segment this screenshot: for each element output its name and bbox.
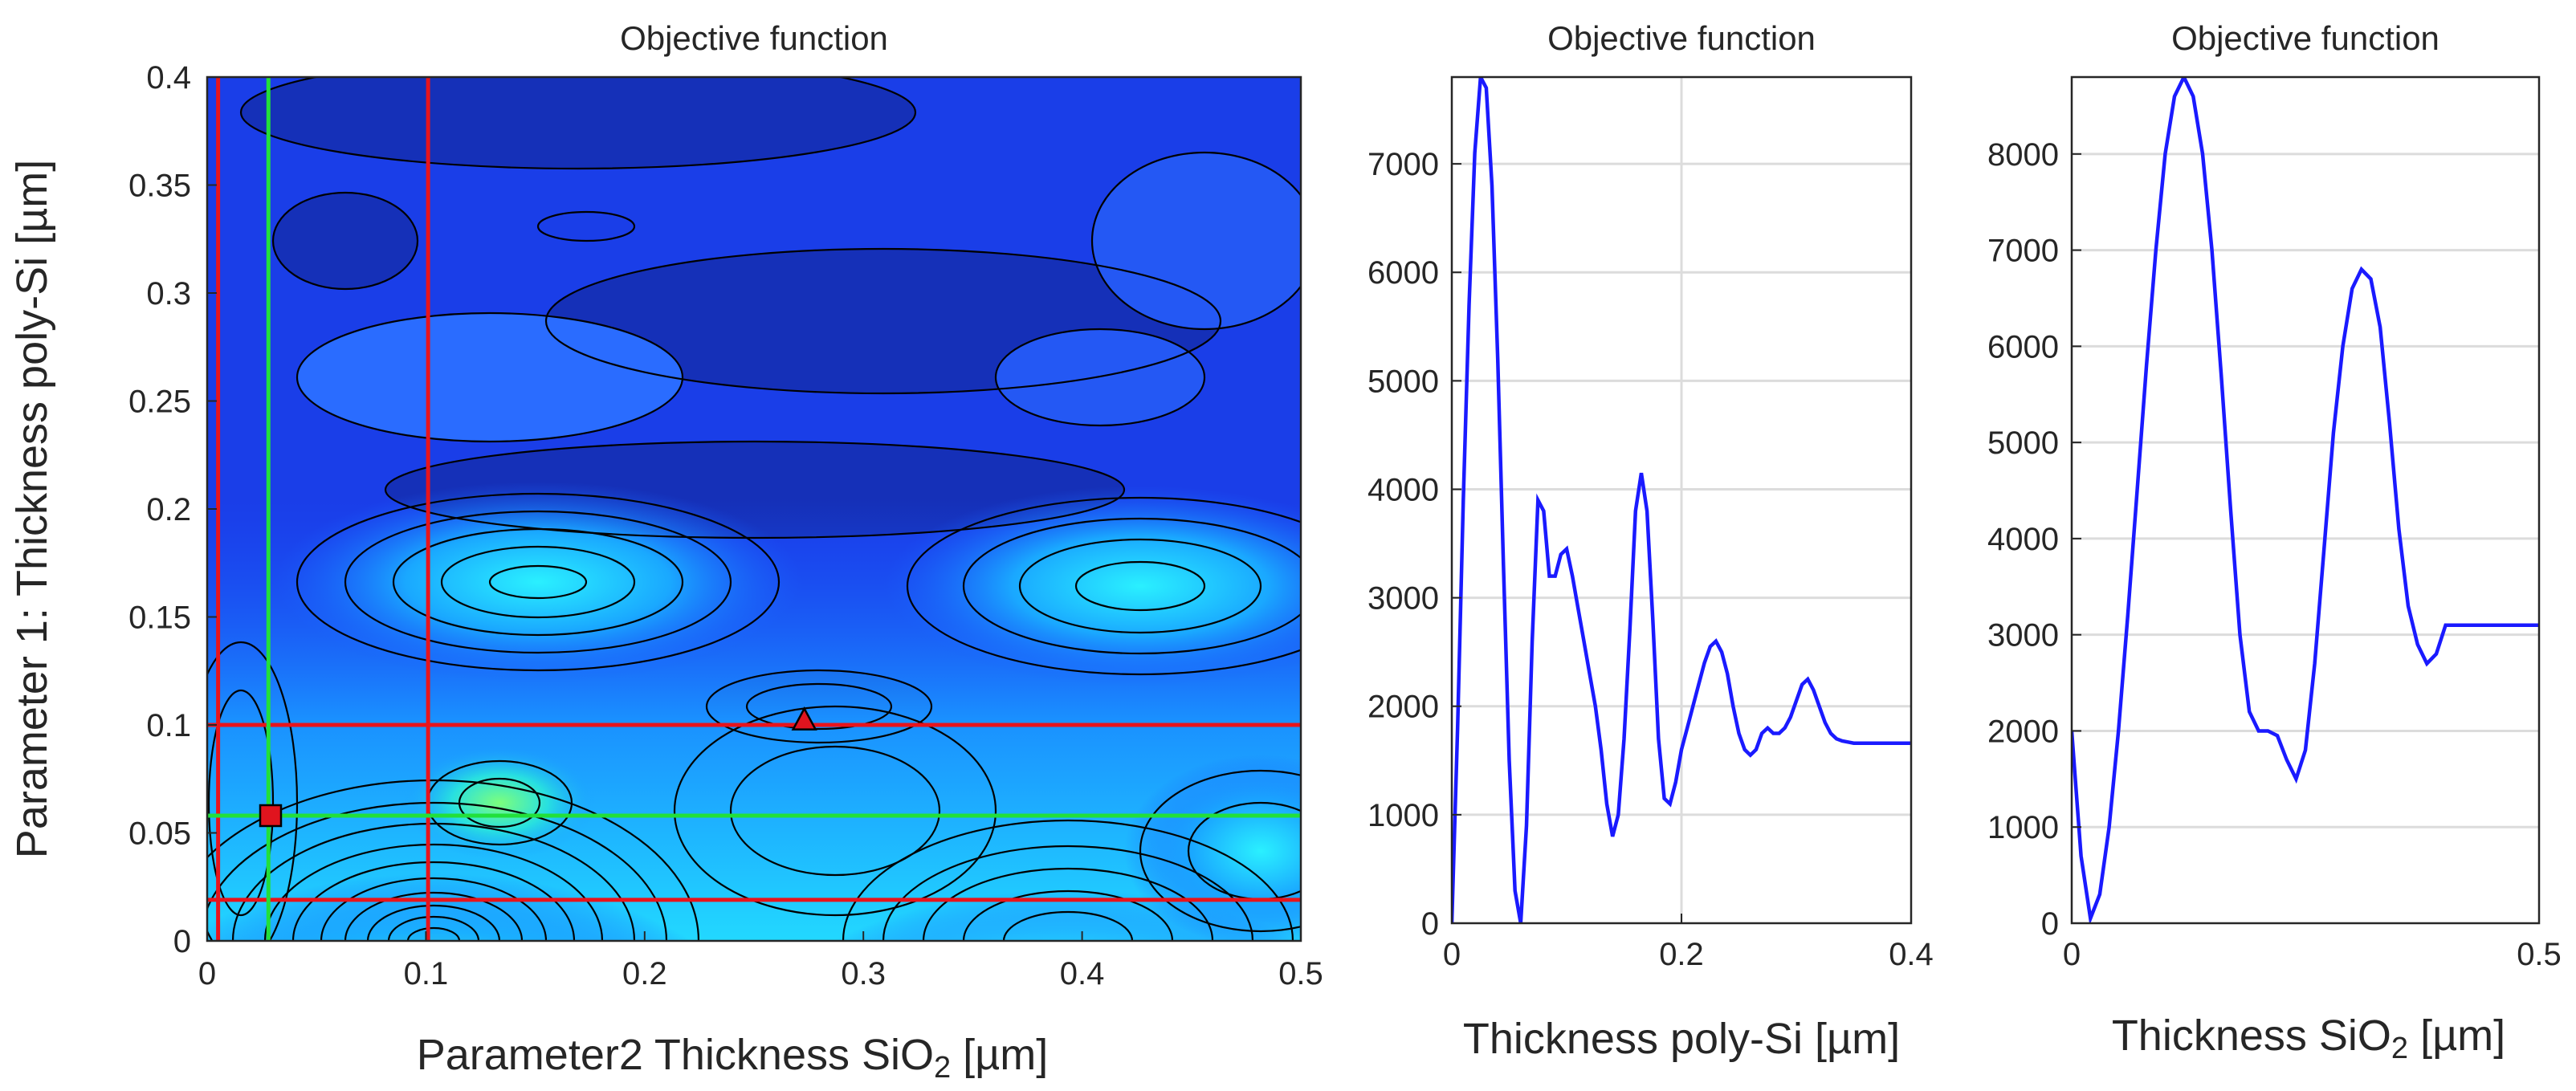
sio2-grid	[2072, 153, 2539, 828]
polysi-x-axis-label: Thickness poly-Si [µm]	[1463, 1015, 1900, 1063]
contour-y-tick-label: 0.2	[146, 492, 191, 527]
polysi-x-tick-label: 0.2	[1659, 937, 1704, 972]
contour-x-ticks: 0 0.1 0.2 0.3 0.4 0.5	[198, 931, 1323, 991]
polysi-y-ticks: 0 1000 2000 3000 4000 5000 6000 7000	[1367, 147, 1461, 942]
polysi-grid	[1452, 77, 1911, 923]
sio2-y-tick-label: 6000	[1987, 329, 2059, 364]
polysi-y-tick-label: 6000	[1367, 255, 1439, 291]
contour-title: Objective function	[620, 19, 888, 57]
polysi-y-tick-label: 4000	[1367, 472, 1439, 507]
contour-x-tick-label: 0.4	[1060, 956, 1105, 991]
contour-y-ticks: 0 0.05 0.1 0.15 0.2 0.25 0.3 0.35 0.4	[128, 60, 217, 959]
contour-region	[273, 482, 803, 682]
crosshairs	[207, 77, 1301, 941]
contour-y-axis-label: Parameter 1: Thickness poly-Si [µm]	[8, 160, 56, 858]
sio2-y-tick-label: 1000	[1987, 810, 2059, 845]
contour-x-tick-label: 0.1	[404, 956, 449, 991]
contour-panel: Objective function	[8, 19, 1323, 1085]
contour-region	[883, 486, 1301, 686]
contour-x-tick-label: 0	[198, 956, 216, 991]
contour-region	[297, 313, 683, 442]
sio2-x-axis-label: Thickness SiO2 [µm]	[2112, 1012, 2505, 1065]
contour-region	[1092, 153, 1301, 329]
contour-x-tick-label: 0.5	[1278, 956, 1323, 991]
contour-plot-area	[207, 77, 1301, 941]
triangle-marker	[791, 706, 817, 731]
contour-x-tick-label: 0.2	[622, 956, 667, 991]
polysi-series-line	[1452, 77, 1911, 923]
contour-y-tick-label: 0.05	[128, 816, 191, 852]
sio2-title: Objective function	[2171, 19, 2439, 57]
contour-y-tick-label: 0.3	[146, 276, 191, 311]
polysi-title: Objective function	[1547, 19, 1816, 57]
polysi-y-tick-label: 7000	[1367, 147, 1439, 182]
sio2-series-line	[2072, 77, 2539, 923]
polysi-y-tick-label: 5000	[1367, 364, 1439, 399]
contour-lines	[207, 77, 1301, 941]
sio2-axes-frame	[2070, 75, 2541, 925]
sio2-y-tick-label: 2000	[1987, 714, 2059, 749]
contour-y-tick-label: 0.15	[128, 600, 191, 636]
contour-y-tick-label: 0.4	[146, 60, 191, 96]
square-marker	[259, 804, 283, 828]
contour-y-tick-label: 0.35	[128, 169, 191, 204]
sio2-y-tick-label: 7000	[1987, 234, 2059, 269]
sio2-y-tick-label: 0	[2041, 906, 2059, 942]
contour-x-axis-label: Parameter2 Thickness SiO2 [µm]	[417, 1031, 1049, 1085]
contour-x-tick-label: 0.3	[841, 956, 886, 991]
markers	[259, 706, 817, 828]
contour-y-tick-label: 0	[173, 924, 191, 959]
polysi-x-ticks: 0 0.2 0.4	[1443, 914, 1934, 972]
polysi-x-tick-label: 0	[1443, 937, 1461, 972]
sio2-y-tick-label: 5000	[1987, 425, 2059, 461]
contour-region	[1124, 755, 1301, 941]
contour-y-tick-label: 0.25	[128, 385, 191, 420]
sio2-panel: Objective function 0 0.5 0100020003000400…	[1987, 19, 2562, 1065]
sio2-y-tick-label: 4000	[1987, 522, 2059, 557]
sio2-x-ticks: 0 0.5	[2063, 914, 2562, 972]
polysi-y-tick-label: 3000	[1367, 581, 1439, 617]
sio2-x-tick-label: 0	[2063, 937, 2081, 972]
sio2-x-tick-label: 0.5	[2517, 937, 2562, 972]
polysi-y-tick-label: 0	[1421, 906, 1439, 942]
polysi-y-tick-label: 2000	[1367, 690, 1439, 725]
sio2-y-ticks: 0 1000 2000 3000 4000 5000 6000 7000 8000	[1987, 137, 2081, 942]
polysi-panel: Objective function 0 0.2 0.4 0 1000 2000 3000…	[1367, 19, 1934, 1063]
contour-region	[241, 77, 915, 169]
contour-region	[273, 193, 418, 289]
polysi-x-tick-label: 0.4	[1889, 937, 1934, 972]
polysi-y-tick-label: 1000	[1367, 798, 1439, 833]
sio2-y-tick-label: 3000	[1987, 618, 2059, 653]
contour-y-tick-label: 0.1	[146, 708, 191, 743]
sio2-y-tick-label: 8000	[1987, 137, 2059, 173]
